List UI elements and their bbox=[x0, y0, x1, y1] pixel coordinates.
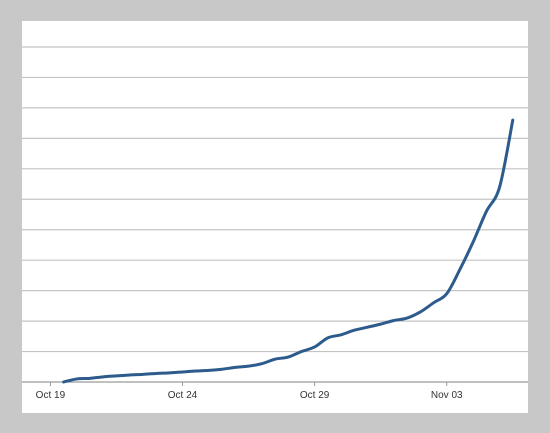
gridlines bbox=[22, 46, 528, 353]
data-point-25 bbox=[379, 322, 383, 326]
data-point-32 bbox=[471, 240, 475, 244]
line-chart: Oct 19 Oct 24 Oct 29 Nov 03 bbox=[22, 46, 528, 401]
data-point-13 bbox=[220, 367, 224, 371]
data-point-5 bbox=[114, 374, 118, 378]
data-point-3 bbox=[88, 376, 92, 380]
chart-frame: Oct 19 Oct 24 Oct 29 Nov 03 bbox=[22, 21, 528, 413]
data-point-21 bbox=[326, 336, 330, 340]
data-point-10 bbox=[181, 370, 185, 374]
data-point-6 bbox=[128, 373, 132, 377]
data-point-34 bbox=[498, 185, 502, 189]
data-point-27 bbox=[405, 316, 409, 320]
data-point-31 bbox=[458, 267, 462, 271]
data-point-7 bbox=[141, 372, 145, 376]
data-point-23 bbox=[352, 328, 356, 332]
data-point-30 bbox=[445, 292, 449, 296]
data-point-35 bbox=[511, 118, 515, 122]
data-point-14 bbox=[233, 365, 237, 369]
data-point-11 bbox=[194, 369, 198, 373]
data-point-24 bbox=[365, 325, 369, 329]
data-point-16 bbox=[260, 362, 264, 366]
data-point-4 bbox=[101, 375, 105, 379]
data-point-9 bbox=[167, 371, 171, 375]
data-point-2 bbox=[75, 377, 79, 381]
series-layer bbox=[62, 118, 515, 384]
data-point-19 bbox=[299, 350, 303, 354]
data-point-22 bbox=[339, 333, 343, 337]
data-point-1 bbox=[62, 380, 66, 384]
data-point-33 bbox=[484, 209, 488, 213]
data-point-20 bbox=[313, 345, 317, 349]
series-line-1 bbox=[62, 118, 515, 384]
x-tick-label-1: Oct 19 bbox=[36, 390, 66, 401]
data-point-18 bbox=[286, 355, 290, 359]
x-tick-label-4: Nov 03 bbox=[431, 390, 463, 401]
data-point-8 bbox=[154, 371, 158, 375]
data-point-17 bbox=[273, 357, 277, 361]
x-axis-ticks: Oct 19 Oct 24 Oct 29 Nov 03 bbox=[36, 382, 463, 401]
data-point-26 bbox=[392, 318, 396, 322]
data-point-29 bbox=[432, 301, 436, 305]
x-tick-label-2: Oct 24 bbox=[168, 390, 198, 401]
x-tick-label-3: Oct 29 bbox=[300, 390, 330, 401]
data-point-12 bbox=[207, 368, 211, 372]
data-point-15 bbox=[247, 364, 251, 368]
data-point-28 bbox=[418, 310, 422, 314]
